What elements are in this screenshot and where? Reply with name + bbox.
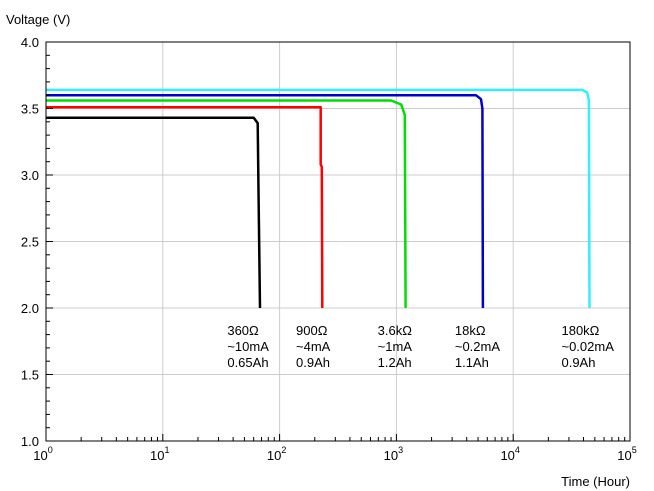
axes	[45, 41, 631, 442]
annotations: 360Ω ~10mA 0.65Ah 900Ω ~4mA 0.9Ah 3.6kΩ ~1mA 1.2…	[227, 323, 614, 370]
y-tick-label: 3.5	[21, 102, 39, 117]
y-tick-label: 2.0	[21, 301, 39, 316]
series-annotation-5: 180kΩ ~0.02mA 0.9Ah	[561, 323, 614, 370]
x-tick-label: 101	[150, 445, 169, 463]
y-tick-label: 2.5	[21, 235, 39, 250]
series-annotation-2: 900Ω ~4mA 0.9Ah	[296, 323, 331, 370]
series-lines	[46, 88, 591, 309]
series-line-5	[46, 88, 591, 309]
series-line-3	[46, 99, 407, 309]
series-line-2	[46, 105, 324, 309]
y-tick-label: 4.0	[21, 35, 39, 50]
x-tick-label: 103	[384, 445, 403, 463]
series-line-1	[46, 116, 262, 309]
x-tick-label: 105	[617, 445, 636, 463]
grid	[46, 42, 630, 441]
x-tick-label: 104	[500, 445, 519, 463]
y-tick-label: 1.5	[21, 368, 39, 383]
y-tick-label: 3.0	[21, 168, 39, 183]
series-line-4	[46, 93, 485, 309]
y-axis-title: Voltage (V)	[6, 12, 70, 27]
series-annotation-1: 360Ω ~10mA 0.65Ah	[227, 323, 269, 370]
y-tick-label: 1.0	[21, 434, 39, 449]
tick-labels: 1.0 1.5 2.0 2.5 3.0 3.5 4.0 100 101 102 103 104 105	[21, 35, 637, 463]
x-tick-label: 100	[33, 445, 52, 463]
series-annotation-3: 3.6kΩ ~1mA 1.2Ah	[378, 323, 413, 370]
x-axis-title: Time (Hour)	[561, 474, 630, 489]
x-tick-label: 102	[267, 445, 286, 463]
series-annotation-4: 18kΩ ~0.2mA 1.1Ah	[455, 323, 500, 370]
